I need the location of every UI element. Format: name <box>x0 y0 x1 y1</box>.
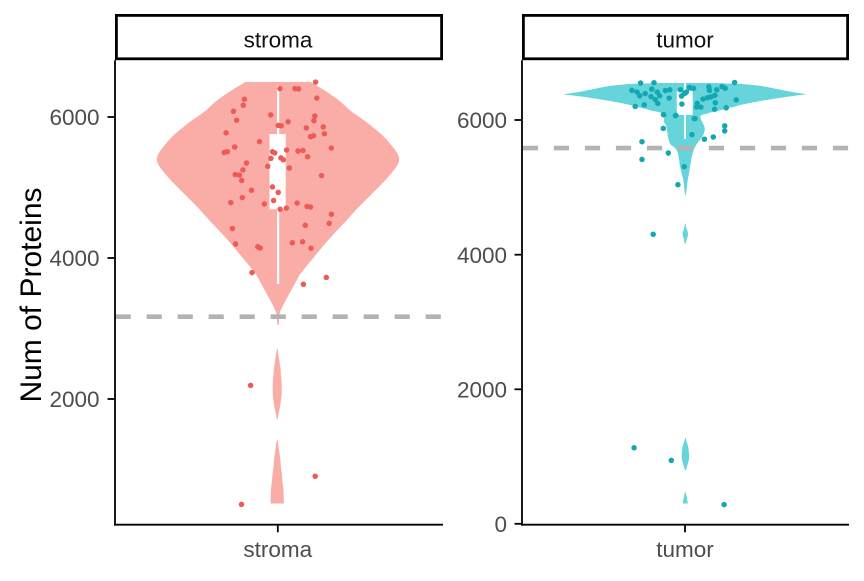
svg-text:2000: 2000 <box>49 387 99 412</box>
svg-text:4000: 4000 <box>457 243 507 268</box>
svg-text:4000: 4000 <box>49 246 99 271</box>
svg-text:tumor: tumor <box>656 537 714 562</box>
svg-text:6000: 6000 <box>457 108 507 133</box>
svg-text:Num of Proteins: Num of Proteins <box>15 187 48 402</box>
svg-text:2000: 2000 <box>457 377 507 402</box>
svg-text:stroma: stroma <box>244 27 313 52</box>
svg-text:stroma: stroma <box>243 537 312 562</box>
svg-text:tumor: tumor <box>656 27 714 52</box>
svg-text:6000: 6000 <box>49 105 99 130</box>
svg-text:0: 0 <box>494 512 507 537</box>
